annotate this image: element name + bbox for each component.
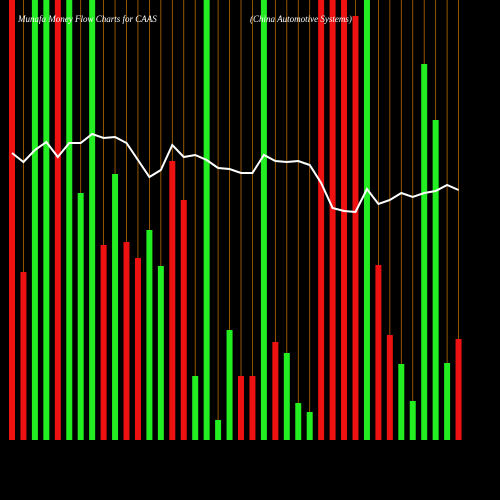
bar [215, 420, 222, 440]
bar [203, 0, 210, 440]
bar [66, 0, 73, 440]
bar [226, 330, 233, 440]
bar [54, 0, 61, 440]
bar [169, 161, 176, 440]
bar [455, 339, 462, 440]
chart-subtitle: (China Automotive Systems) [250, 14, 352, 24]
bar [386, 335, 393, 440]
bar [432, 120, 439, 440]
bar [409, 401, 416, 440]
bar [375, 265, 382, 440]
bar [112, 174, 119, 440]
flow-line [11, 132, 459, 214]
bar [329, 0, 336, 440]
bar [134, 258, 141, 440]
chart-title: Munafa Money Flow Charts for CAAS [17, 14, 157, 24]
bar [157, 266, 164, 440]
bar [238, 376, 244, 440]
bar [352, 16, 359, 440]
bar [318, 0, 325, 440]
bar [260, 0, 267, 440]
bar [146, 230, 153, 440]
bar [341, 0, 348, 440]
bar [444, 363, 451, 440]
bar [192, 376, 199, 440]
bar [306, 412, 313, 440]
bar [123, 242, 130, 440]
bar [77, 193, 84, 440]
bar [43, 0, 50, 440]
bar [31, 0, 38, 440]
bar [180, 200, 187, 440]
bar [363, 0, 370, 440]
bar [421, 64, 428, 440]
bar [295, 403, 302, 440]
bar [89, 0, 96, 440]
bar [20, 272, 27, 440]
bar [398, 364, 405, 440]
bar [272, 342, 279, 440]
bar [100, 245, 107, 440]
bar [283, 353, 290, 440]
bar [249, 376, 256, 440]
bars [9, 0, 462, 440]
bar [9, 0, 15, 440]
